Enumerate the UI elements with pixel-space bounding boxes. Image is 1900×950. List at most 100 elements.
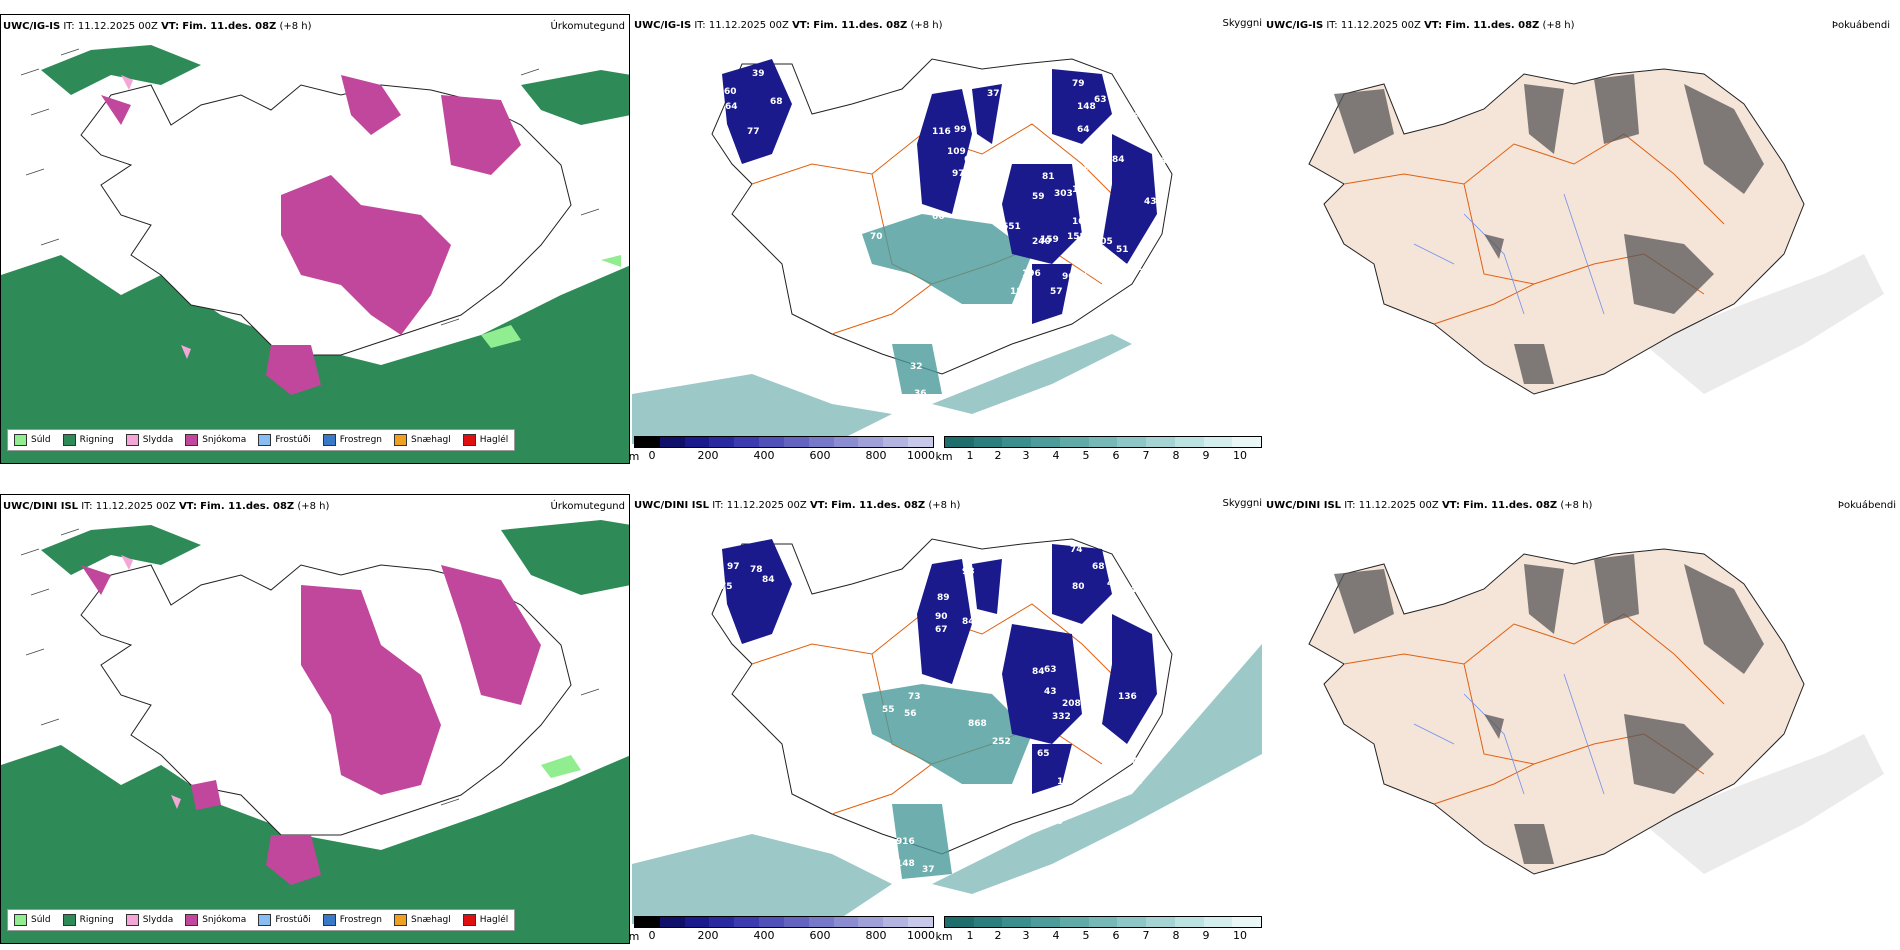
ceiling-value-label: 84 <box>962 617 975 627</box>
ceiling-value-label: 64 <box>1077 125 1090 135</box>
ceiling-value-label: 67 <box>935 625 948 635</box>
precip-legend: Súld Rigning Slydda Snjókoma Frostúði Fr… <box>7 909 516 931</box>
colorbar-tick: 200 <box>697 929 719 942</box>
colorbar-tick: 5 <box>1082 449 1090 462</box>
ceiling-value-label: 43 <box>1144 197 1157 207</box>
rain-area-north <box>41 45 629 125</box>
panel-title: Þokuábendi <box>1831 20 1890 31</box>
ceiling-value-label: 98 <box>962 567 975 577</box>
legend-item: Frostúði <box>258 434 311 446</box>
ceiling-value-label: 77 <box>747 127 760 137</box>
ceiling-value-label: 51 <box>1116 245 1129 255</box>
ceiling-value-label: 68 <box>1092 562 1105 572</box>
ceiling-value-label: 74 <box>737 47 750 57</box>
colorbar-tick: 7 <box>1142 449 1150 462</box>
ceiling-value-label: 105 <box>1094 237 1113 247</box>
legend-item: Snæhagl <box>394 914 451 926</box>
panel-title: Þokuábendi <box>1837 500 1896 511</box>
ceiling-value-label: 116 <box>932 127 951 137</box>
fog-map <box>1308 548 1884 875</box>
colorbar-tick: 1000 <box>907 929 935 942</box>
ceiling-value-label: 55 <box>882 705 895 715</box>
ceiling-value-label: 50 <box>1112 597 1125 607</box>
colorbar-tick: 7 <box>1142 929 1150 942</box>
precip-type-panel-top: UWC/IG-IS IT: 11.12.2025 00Z VT: Fim. 11… <box>0 14 630 464</box>
panel-header: UWC/DINI ISL IT: 11.12.2025 00Z VT: Fim.… <box>1266 500 1593 511</box>
drizzle-area <box>481 255 621 348</box>
ceiling-value-label: 303 <box>1054 189 1073 199</box>
ceiling-value-label: 198 <box>1072 185 1091 195</box>
river-network <box>1413 673 1605 795</box>
fog-indicator-panel-bottom: UWC/DINI ISL IT: 11.12.2025 00Z VT: Fim.… <box>1264 494 1900 944</box>
visibility-colorbar-top: km 1 2 3 4 5 6 7 8 9 10 <box>935 436 1262 466</box>
ceiling-value-label: 651 <box>1002 222 1021 232</box>
river-network <box>1413 193 1605 315</box>
colorbar-tick: 6 <box>1112 449 1120 462</box>
ceiling-value-label: 66 <box>940 72 953 82</box>
ceiling-value-label: 36 <box>914 389 927 399</box>
ceiling-value-label: 79 <box>1072 79 1085 89</box>
colorbar-ticks: m 0 200 400 600 800 1000 <box>628 449 935 463</box>
ceiling-value-label: 65 <box>1037 749 1050 759</box>
legend-item: Rigning <box>62 914 114 926</box>
colorbar-tick: 1000 <box>907 449 935 462</box>
visibility-colorbar-bottom: km 1 2 3 4 5 6 7 8 9 10 <box>935 916 1262 946</box>
colorbar-ticks: m 0 200 400 600 800 1000 <box>628 929 935 943</box>
legend-item: Rigning <box>62 434 114 446</box>
ceiling-value-label: 46 <box>1132 757 1145 767</box>
ceiling-value-label: 68 <box>770 97 783 107</box>
ceiling-value-label: 73 <box>908 692 921 702</box>
ceiling-value-label: 54 <box>1132 112 1145 122</box>
colorbar-tick: 9 <box>1202 929 1210 942</box>
snow-area <box>81 565 541 885</box>
ceiling-value-label: 916 <box>896 837 915 847</box>
snow-area <box>101 75 521 395</box>
ceiling-value-label: 208 <box>1062 699 1081 709</box>
legend-swatch <box>125 434 139 446</box>
rain-area-north <box>41 520 629 595</box>
colorbar-tick: 600 <box>809 449 831 462</box>
visibility-area-sea <box>632 644 1262 924</box>
ceiling-value-label: 868 <box>968 719 987 729</box>
legend-swatch <box>258 434 272 446</box>
legend-swatch <box>62 434 76 446</box>
ceiling-value-label: 148 <box>896 859 915 869</box>
ceiling-value-label: 65 <box>964 155 977 165</box>
legend-swatch <box>462 914 476 926</box>
ceiling-value-label: 84 <box>1112 155 1125 165</box>
ceiling-value-label: 37 <box>922 865 935 875</box>
colorbar-scale <box>634 436 934 448</box>
legend-swatch <box>322 914 336 926</box>
ceiling-visibility-panel-bottom: UWC/DINI ISL IT: 11.12.2025 00Z VT: Fim.… <box>632 494 1262 944</box>
ceiling-value-label: 136 <box>1118 692 1137 702</box>
ceiling-value-label: 60 <box>724 87 737 97</box>
ceiling-visibility-panel-top: UWC/IG-IS IT: 11.12.2025 00Z VT: Fim. 11… <box>632 14 1262 464</box>
ceiling-value-label: 196 <box>1022 269 1041 279</box>
ceiling-value-label: 74 <box>977 167 990 177</box>
legend-item: Slydda <box>125 914 173 926</box>
colorbar-ticks: km 1 2 3 4 5 6 7 8 9 10 <box>935 449 1247 463</box>
iceland-land <box>1308 68 1805 395</box>
visibility-area-sea <box>632 334 1132 444</box>
ceiling-value-label: 109 <box>947 147 966 157</box>
ceiling-value-label: 78 <box>750 565 763 575</box>
ceiling-value-label: 66 <box>727 62 740 72</box>
colorbar-tick: 5 <box>1082 929 1090 942</box>
visibility-area-land <box>862 684 1032 879</box>
rain-area-sea <box>1 745 629 943</box>
ceiling-value-label: 64 <box>725 102 738 112</box>
ceiling-value-label: 57 <box>1050 287 1063 297</box>
legend-item: Haglél <box>462 434 508 446</box>
ceiling-value-label: 50 <box>744 532 757 542</box>
iceland-land <box>1308 548 1805 875</box>
ceiling-value-label: 97 <box>727 562 740 572</box>
ceiling-value-label: 49 <box>1150 125 1163 135</box>
fog-map <box>1308 68 1884 395</box>
ceiling-value-label: 43 <box>1044 687 1057 697</box>
legend-swatch <box>185 914 199 926</box>
legend-item: Snjókoma <box>185 434 246 446</box>
ceiling-value-label: 43 <box>962 80 975 90</box>
ceiling-value-label: 56 <box>904 709 917 719</box>
